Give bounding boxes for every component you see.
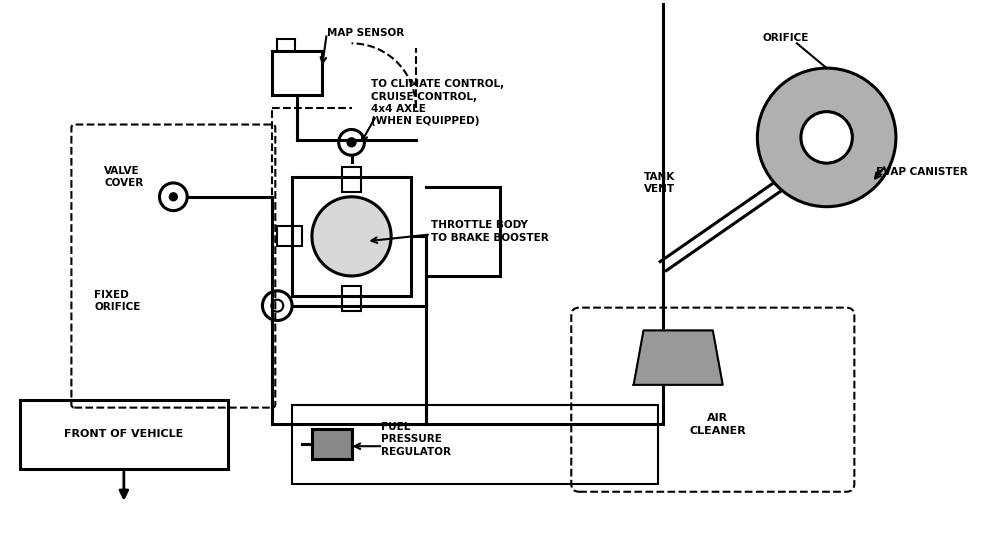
Bar: [272, 51, 322, 96]
Bar: [277, 39, 295, 51]
Text: TO CLIMATE CONTROL,
CRUISE CONTROL,
4x4 AXLE
(WHEN EQUIPPED): TO CLIMATE CONTROL, CRUISE CONTROL, 4x4 …: [371, 79, 504, 126]
Bar: [292, 405, 658, 484]
Bar: [20, 400, 228, 469]
Circle shape: [169, 193, 177, 201]
Circle shape: [347, 138, 356, 147]
Text: EVAP CANISTER: EVAP CANISTER: [876, 167, 968, 177]
Text: TANK
VENT: TANK VENT: [644, 172, 675, 194]
Bar: [342, 286, 361, 311]
Text: FRONT OF VEHICLE: FRONT OF VEHICLE: [64, 429, 183, 440]
Circle shape: [312, 197, 391, 276]
Bar: [277, 227, 302, 246]
Text: FIXED
ORIFICE: FIXED ORIFICE: [94, 289, 141, 312]
Bar: [312, 429, 352, 459]
Bar: [312, 429, 352, 459]
Text: AIR
CLEANER: AIR CLEANER: [689, 413, 746, 436]
Text: VALVE
COVER: VALVE COVER: [104, 166, 143, 188]
Circle shape: [757, 68, 896, 207]
Text: FUEL
PRESSURE
REGULATOR: FUEL PRESSURE REGULATOR: [381, 422, 451, 456]
Polygon shape: [634, 330, 723, 385]
Bar: [342, 167, 361, 192]
Text: THROTTLE BODY
TO BRAKE BOOSTER: THROTTLE BODY TO BRAKE BOOSTER: [431, 220, 548, 242]
Text: ORIFICE: ORIFICE: [762, 33, 809, 44]
Circle shape: [801, 112, 852, 163]
Bar: [292, 177, 411, 296]
Text: MAP SENSOR: MAP SENSOR: [327, 28, 404, 38]
